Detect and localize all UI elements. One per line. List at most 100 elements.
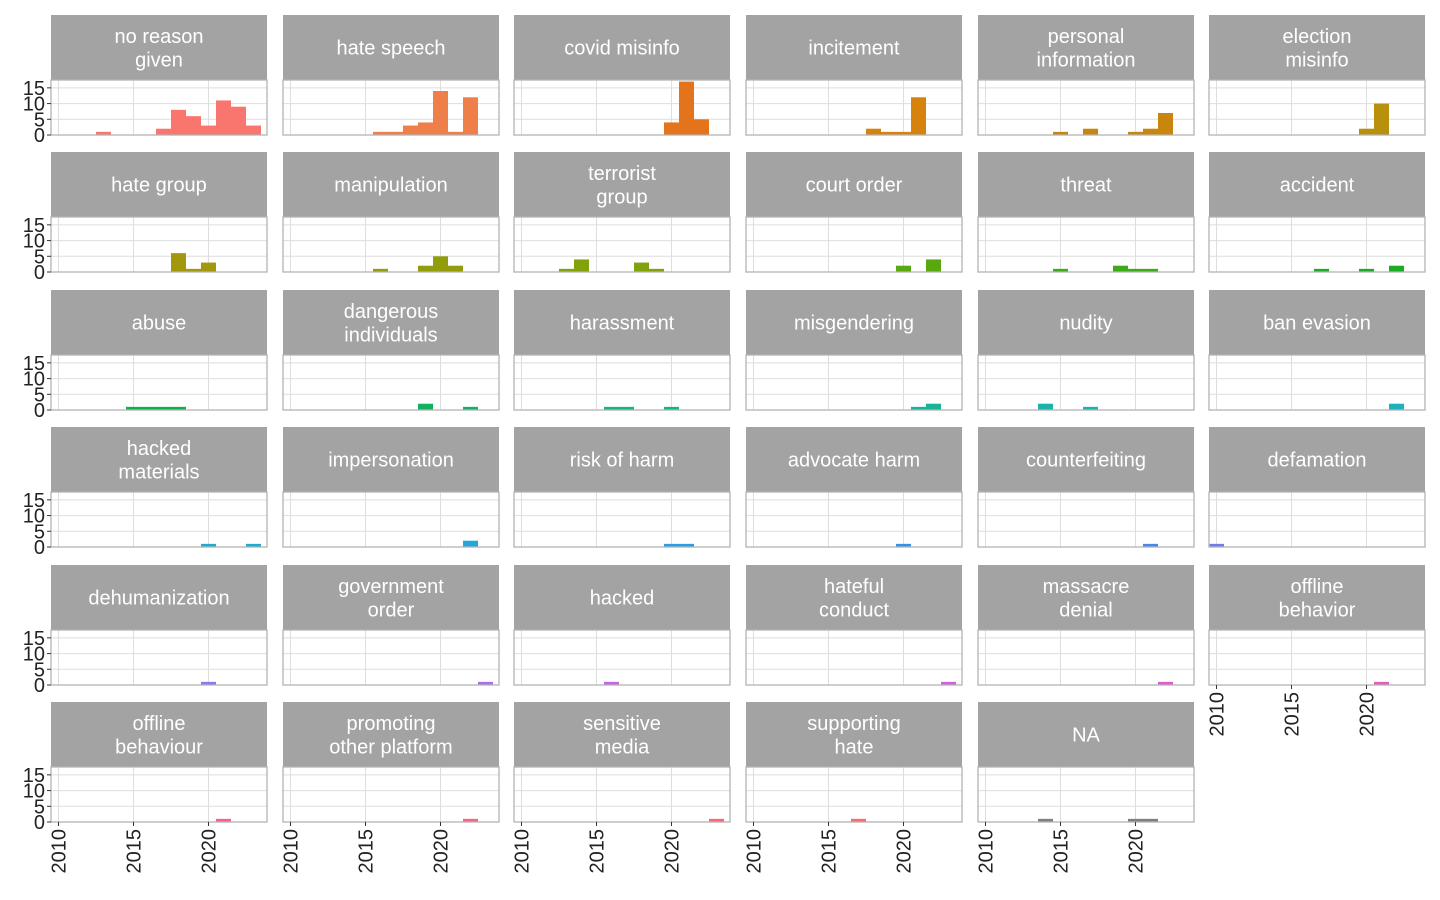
panel-background [514,630,730,685]
histogram-bar [216,100,231,135]
y-tick-label: 10 [23,231,45,253]
facet-title: ban evasion [1263,313,1371,335]
histogram-bar [141,406,156,410]
histogram-bar [619,406,634,410]
histogram-bar [388,131,403,135]
x-tick-label: 2015 [1282,692,1304,737]
facet-panel: threat [977,152,1195,273]
histogram-bar [171,109,186,135]
histogram-bar [866,128,881,135]
facet-strip [283,290,499,355]
facet-panel: harassment [513,290,731,411]
facet-panel: misgendering [745,290,963,411]
y-tick-label: 0 [34,537,45,559]
facet-title: media [595,736,650,758]
histogram-bar [373,268,388,272]
y-tick-label: 10 [23,644,45,666]
histogram-bar [664,406,679,410]
histogram-bar [604,681,619,685]
panel-border [745,491,963,548]
panel-background [1209,630,1425,685]
histogram-bar [896,131,911,135]
facet-panel: advocate harm [745,427,963,548]
histogram-bar [896,543,911,547]
histogram-bar [201,125,216,135]
y-tick-label: 10 [23,506,45,528]
panel-border [282,79,500,136]
panel-border [50,216,268,273]
histogram-bar [1389,265,1404,272]
facet-title: accident [1280,175,1355,197]
facet-title: covid misinfo [564,38,680,60]
facet-panel: NA 2010 2015 2020 [976,702,1195,874]
y-tick-label: 10 [23,781,45,803]
panel-border [977,629,1195,686]
x-tick-label: 2010 [281,829,303,874]
facet-strip [746,15,962,80]
facet-title: threat [1060,175,1112,197]
panel-border [513,216,731,273]
facet-title: given [135,49,183,71]
histogram-bar [1374,103,1389,135]
x-tick-label: 2015 [124,829,146,874]
x-tick-label: 2015 [1051,829,1073,874]
y-tick-label: 0 [34,400,45,422]
histogram-bar [1053,131,1068,135]
facet-strip [283,565,499,630]
histogram-bar [851,818,866,822]
panel-border [745,354,963,411]
histogram-bar [231,106,246,135]
y-tick-label: 15 [23,353,45,375]
y-tick-label: 15 [23,628,45,650]
histogram-bar [604,406,619,410]
facet-panel: accident [1208,152,1426,273]
histogram-bar [679,81,694,135]
histogram-bar [1158,113,1173,135]
facet-strip [514,152,730,217]
histogram-bar [1209,543,1224,547]
y-tick-label: 0 [34,812,45,834]
panel-border [1208,79,1426,136]
panel-border [977,354,1195,411]
facet-title: nudity [1059,313,1112,335]
facet-strip [746,152,962,217]
facet-strip [978,15,1194,80]
facet-title: hate speech [337,38,446,60]
panel-border [50,766,268,823]
panel-background [514,217,730,272]
histogram-bar [1128,131,1143,135]
histogram-bar [478,681,493,685]
facet-title: impersonation [328,450,454,472]
facet-strip [283,702,499,767]
facet-title: terrorist [588,163,656,185]
facet-panel: nudity [977,290,1195,411]
histogram-bar [664,122,679,135]
panel-background [283,630,499,685]
y-tick-label: 15 [23,215,45,237]
histogram-bar [1143,268,1158,272]
panel-background [1209,355,1425,410]
histogram-bar [418,122,433,135]
histogram-bar [634,262,649,272]
panel-background [746,355,962,410]
x-tick-label: 2010 [976,829,998,874]
panel-border [1208,629,1426,686]
panel-background [283,492,499,547]
histogram-bar [881,131,896,135]
histogram-bar [1359,268,1374,272]
panel-background [978,767,1194,822]
histogram-bar [201,681,216,685]
panel-background [283,217,499,272]
panel-background [283,355,499,410]
facet-title: counterfeiting [1026,450,1146,472]
facet-title: hacked [590,588,655,610]
histogram-bar [649,268,664,272]
panel-background [514,767,730,822]
facet-title: behavior [1279,599,1356,621]
